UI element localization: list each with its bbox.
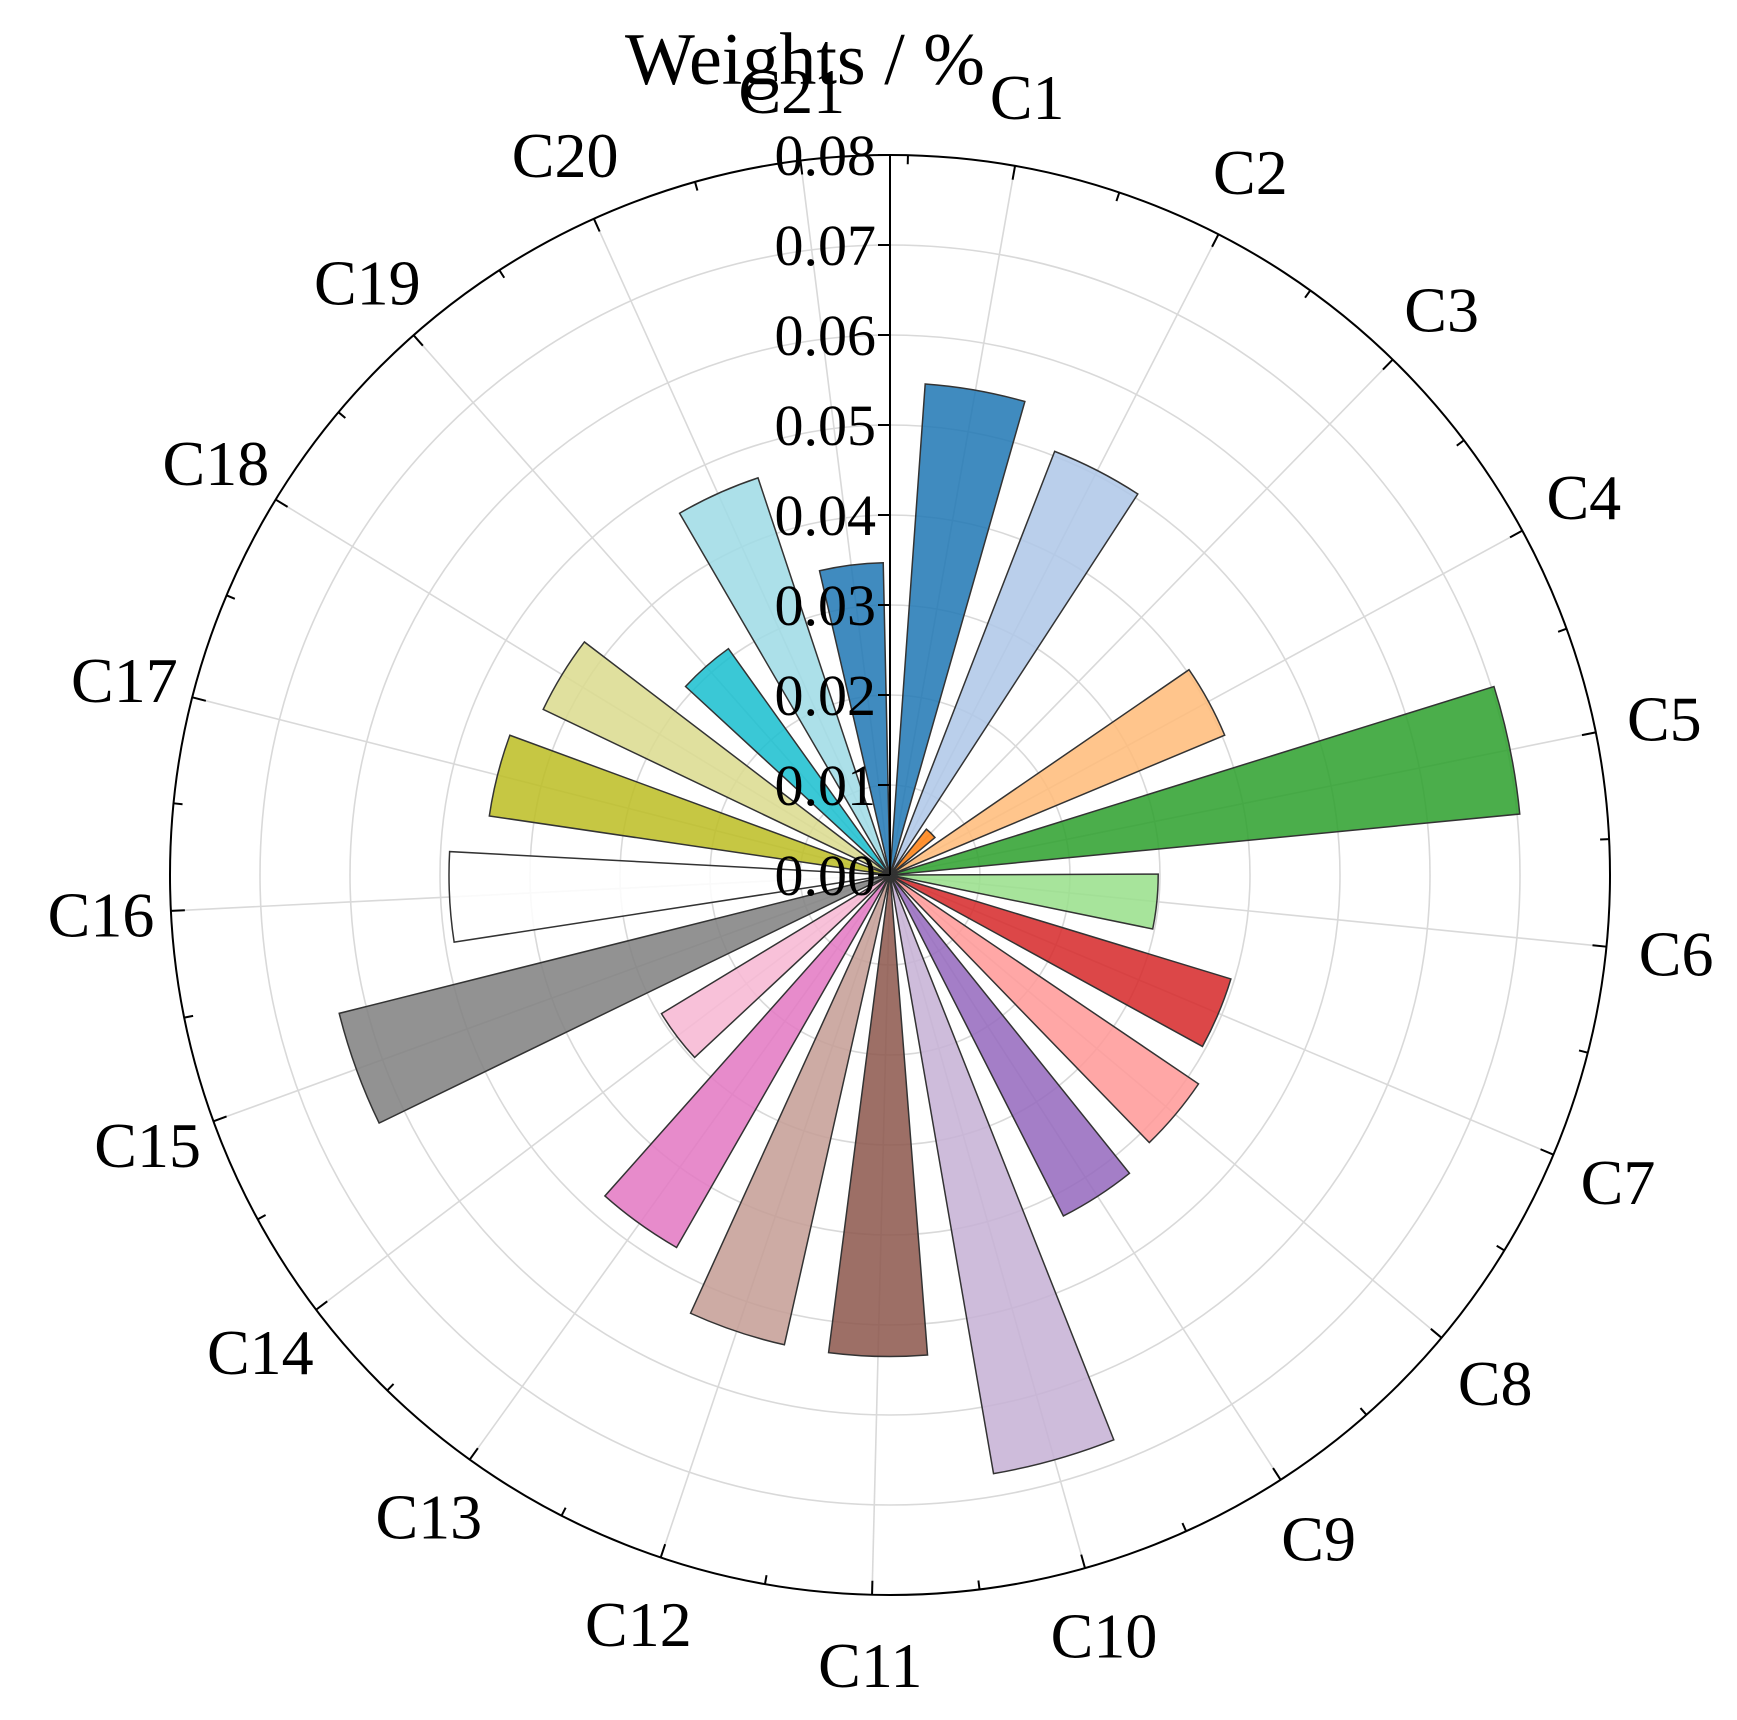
outer-tick	[337, 411, 346, 419]
category-label-c1: C1	[990, 62, 1065, 133]
outer-tick	[386, 1383, 395, 1392]
outer-tick	[1581, 731, 1596, 737]
bar-c4	[889, 668, 1226, 876]
outer-tick	[659, 1543, 667, 1558]
outer-tick	[1211, 233, 1220, 248]
radial-tick-label: 0.03	[775, 573, 877, 638]
category-label-c4: C4	[1546, 462, 1621, 533]
radial-tick-label: 0.07	[775, 213, 877, 278]
outer-tick	[275, 498, 289, 508]
outer-tick	[799, 160, 804, 175]
outer-tick	[1430, 1328, 1443, 1339]
category-label-c9: C9	[1281, 1504, 1356, 1575]
chart-title: Weights / %	[625, 19, 985, 101]
bar-c12	[689, 874, 891, 1346]
outer-tick	[1011, 165, 1017, 180]
category-label-c5: C5	[1627, 684, 1702, 755]
outer-tick	[173, 802, 183, 806]
outer-tick	[1304, 289, 1312, 299]
outer-tick	[694, 181, 699, 191]
bars-layer	[338, 383, 1521, 1475]
bar-c13	[603, 874, 891, 1249]
outer-tick	[1080, 1554, 1086, 1569]
category-label-c2: C2	[1213, 137, 1288, 208]
outer-tick	[315, 1300, 328, 1311]
category-label-c16: C16	[48, 879, 155, 950]
outer-tick	[213, 1115, 227, 1123]
bar-c17	[488, 734, 891, 876]
outer-tick	[1272, 1467, 1282, 1481]
outer-tick	[1359, 1407, 1368, 1416]
outer-tick	[468, 1447, 479, 1461]
bar-c1	[889, 383, 1026, 876]
outer-tick	[1382, 358, 1394, 371]
category-label-c12: C12	[585, 1589, 692, 1660]
outer-tick	[1456, 439, 1465, 447]
axis-layer: 0.00 0.01 0.02 0.03 0.04 0.05 0.06 0.07 0.08	[169, 123, 1611, 1596]
outer-tick	[1496, 1244, 1505, 1252]
category-labels: C1 C2 C3 C4 C5 C6 C7 C8 C9 C10 C11 C12 C13 C14 C15 C16 C…	[48, 56, 1714, 1701]
outer-tick	[184, 1014, 194, 1019]
radial-tick-label: 0.00	[775, 843, 877, 908]
bar-c16	[448, 850, 891, 943]
category-label-c11: C11	[818, 1630, 922, 1701]
bar-c3	[889, 828, 936, 876]
outer-tick	[592, 218, 601, 232]
radial-tick-label: 0.08	[775, 123, 877, 188]
bar-c2	[889, 450, 1139, 876]
category-label-c10: C10	[1051, 1601, 1158, 1672]
bar-c7	[889, 874, 1232, 1048]
category-label-c3: C3	[1404, 275, 1479, 346]
category-label-c18: C18	[163, 428, 270, 499]
category-label-c7: C7	[1581, 1147, 1656, 1218]
bar-c18	[542, 640, 891, 876]
outer-tick	[1557, 627, 1567, 633]
radial-tick-label: 0.06	[775, 303, 877, 368]
outer-tick	[498, 269, 506, 279]
bar-c11	[827, 874, 929, 1358]
bar-c6	[889, 873, 1159, 930]
radial-tick-label: 0.02	[775, 663, 877, 728]
bar-c9	[889, 874, 1131, 1217]
category-label-c19: C19	[314, 248, 421, 319]
outer-tick	[1540, 1148, 1554, 1156]
outer-tick	[412, 334, 424, 347]
outer-tick	[1115, 192, 1121, 202]
bar-c5	[889, 685, 1521, 876]
bar-c15	[338, 874, 891, 1125]
category-label-c20: C20	[512, 120, 619, 191]
category-label-c8: C8	[1458, 1348, 1533, 1419]
outer-tick	[226, 594, 236, 600]
outer-tick	[560, 1507, 567, 1517]
bar-c14	[660, 874, 891, 1059]
outer-tick	[1578, 1049, 1588, 1054]
category-label-c6: C6	[1639, 919, 1714, 990]
outer-tick	[1592, 944, 1607, 948]
bar-c10	[889, 874, 1115, 1475]
category-label-c21: C21	[738, 56, 845, 127]
outer-tick	[763, 1575, 768, 1585]
radial-tick-label: 0.04	[775, 483, 877, 548]
outer-tick	[1509, 529, 1523, 539]
outer-tick	[257, 1214, 267, 1221]
radial-tick-label: 0.05	[775, 393, 877, 458]
grid-spoke	[889, 359, 1394, 876]
bar-c20	[678, 476, 891, 876]
outer-tick	[1181, 1522, 1188, 1532]
category-label-c14: C14	[207, 1317, 314, 1388]
radial-tick-label: 0.01	[775, 753, 877, 818]
bar-c19	[684, 647, 891, 876]
category-label-c17: C17	[71, 645, 178, 716]
outer-tick	[170, 909, 185, 912]
bar-c8	[889, 874, 1200, 1144]
category-label-c13: C13	[375, 1481, 482, 1552]
category-label-c15: C15	[94, 1110, 201, 1181]
outer-tick	[977, 1580, 981, 1590]
outer-tick	[192, 696, 207, 702]
bar-c21	[818, 562, 891, 876]
